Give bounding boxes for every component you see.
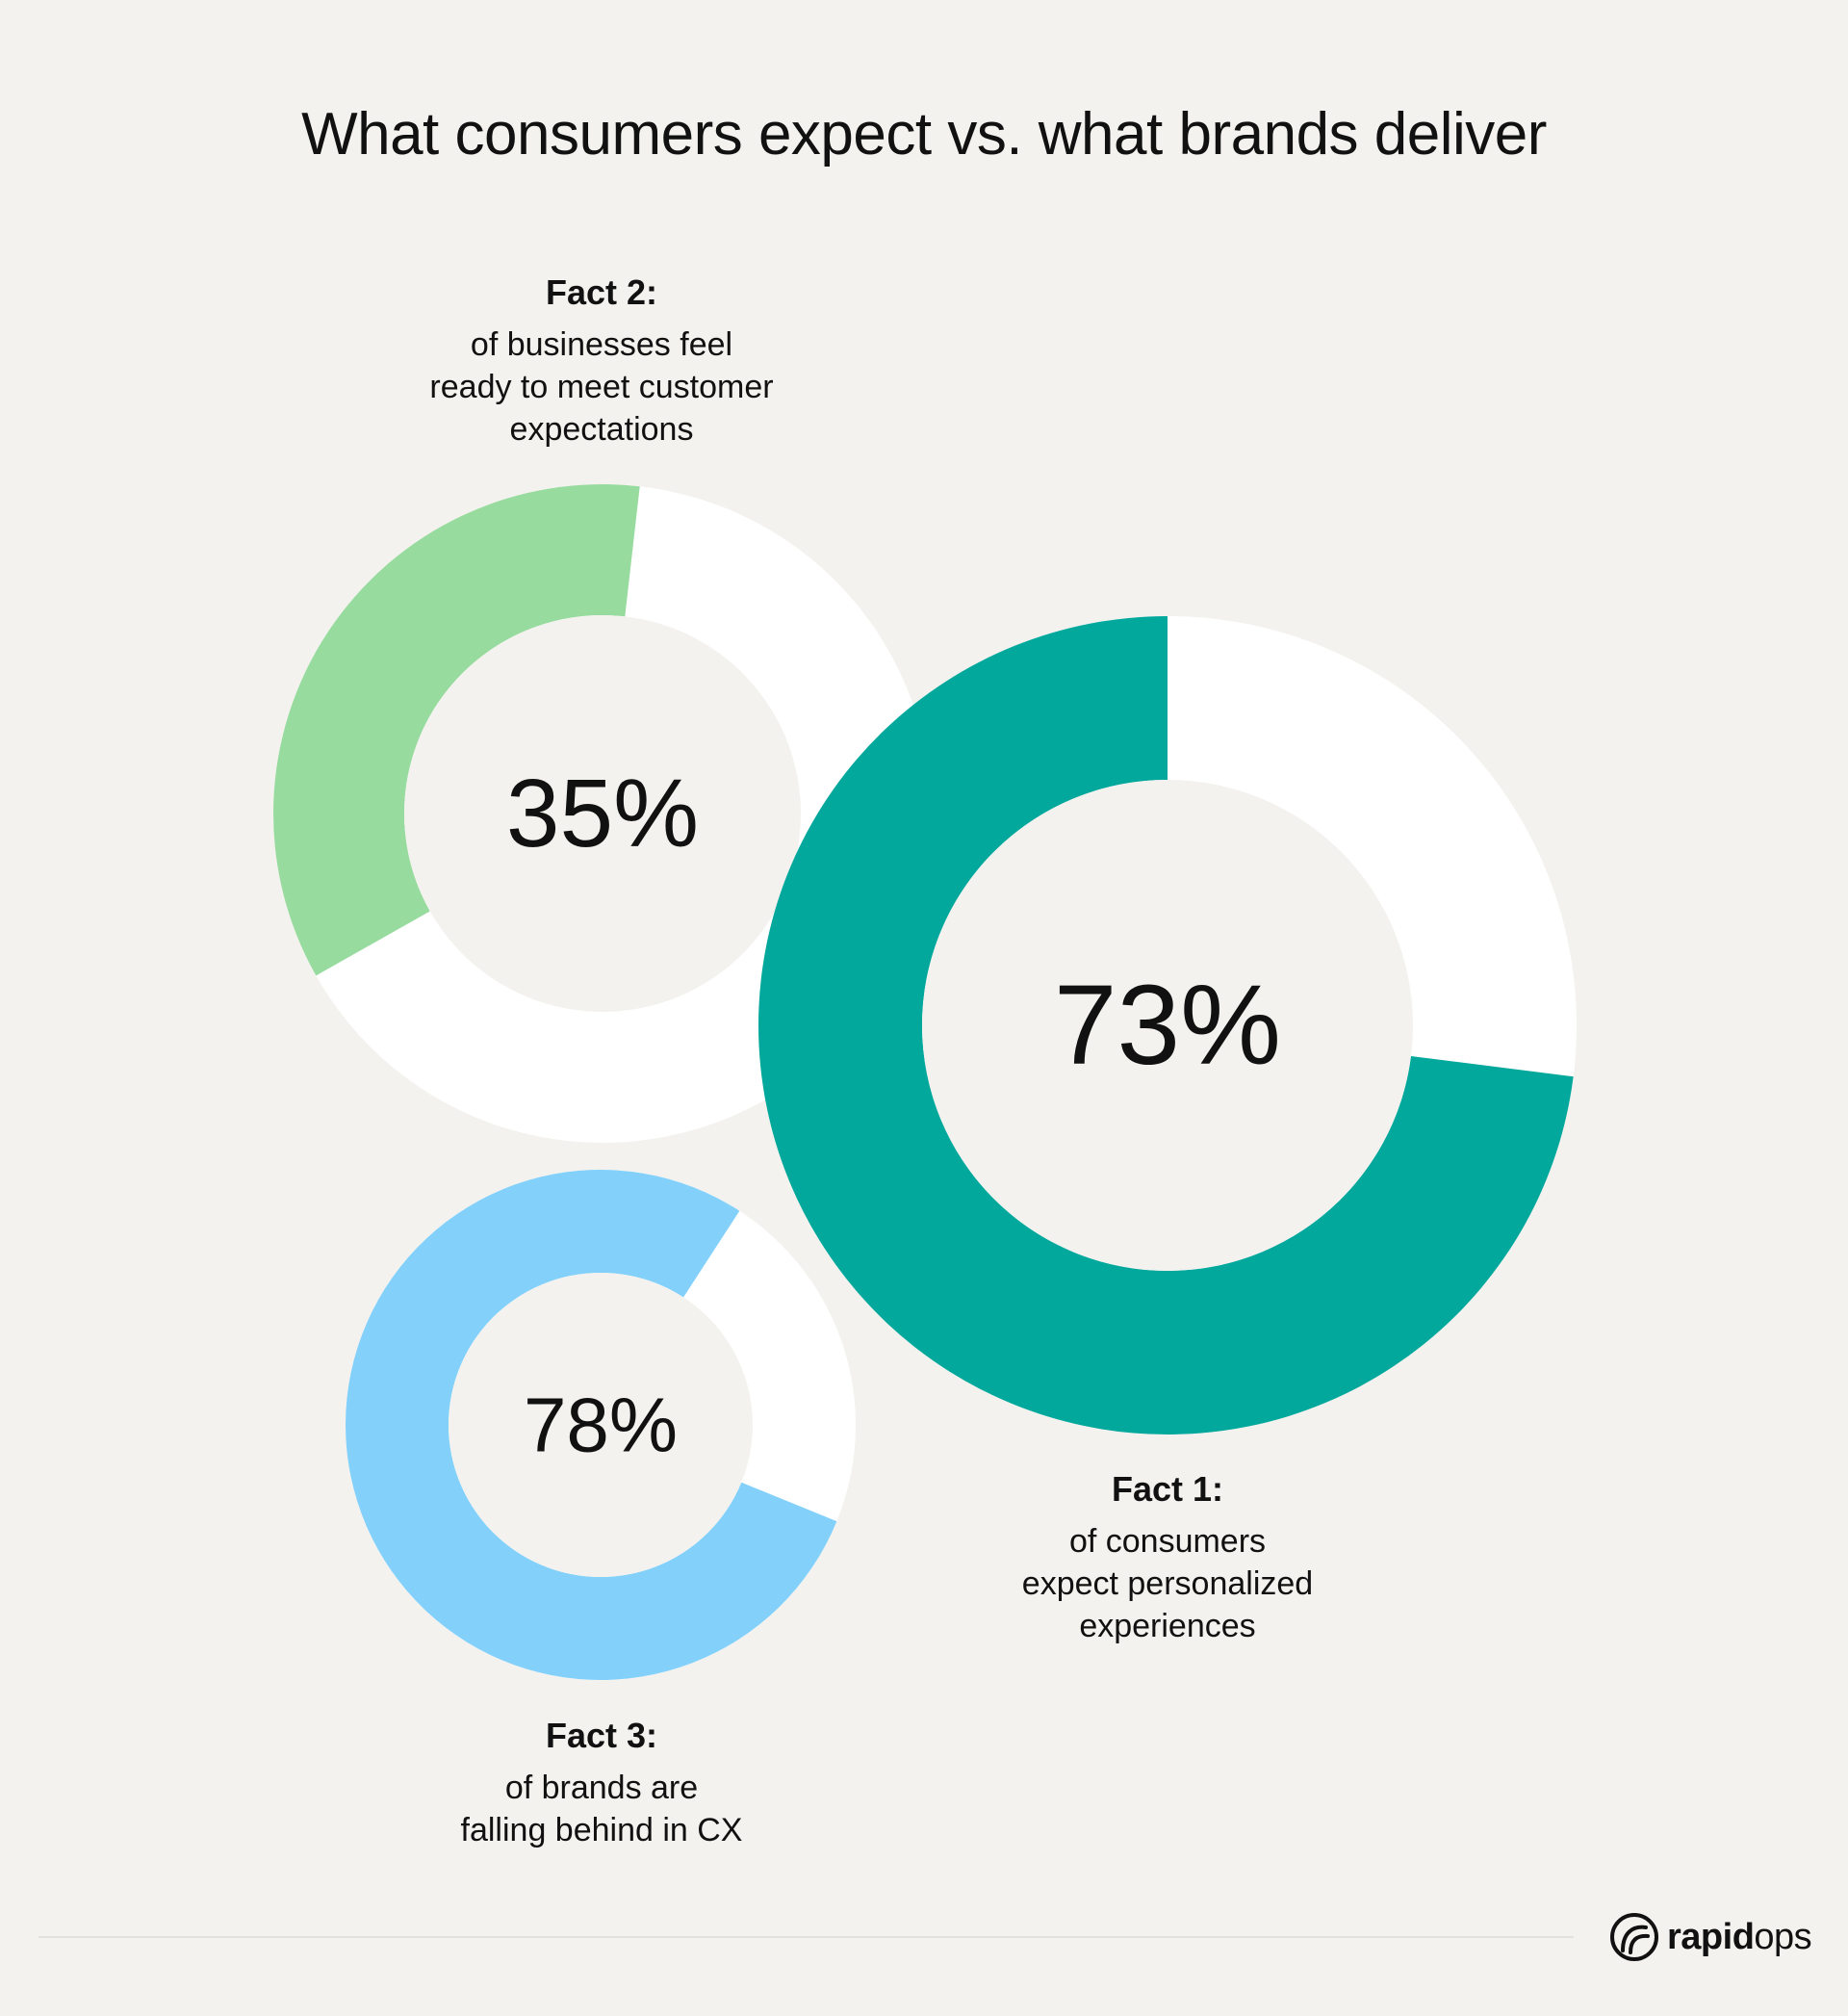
fact-3-description: of brands are falling behind in CX	[460, 1770, 743, 1848]
footer-divider	[38, 1936, 1574, 1938]
fact-3-title: Fact 3:	[545, 1716, 658, 1755]
fact-2-caption: Fact 2: of businesses feel ready to meet…	[361, 271, 842, 451]
fact-1-title: Fact 1:	[1111, 1469, 1224, 1509]
brand-logo: rapidops	[1609, 1911, 1812, 1963]
fact-2-center-label: 35%	[506, 760, 699, 867]
fact-1-description: of consumers expect personalized experie…	[1021, 1523, 1314, 1644]
brand-name-light: ops	[1754, 1916, 1812, 1957]
fact-2-title: Fact 2:	[545, 272, 658, 312]
fact-1-center-label: 73%	[1054, 962, 1281, 1089]
fact-1-donut: 73%	[758, 616, 1577, 1434]
fact-2-donut-hole	[404, 615, 801, 1012]
fact-2-donut-slice	[272, 483, 640, 976]
fact-3-center-label: 78%	[524, 1383, 678, 1468]
brand-name-bold: rapid	[1667, 1916, 1755, 1957]
fact-1-donut-slice	[758, 616, 1574, 1434]
fact-3-donut: 78%	[346, 1170, 856, 1681]
rapidops-logo-icon	[1610, 1913, 1658, 1961]
fact-1-donut-hole	[922, 780, 1413, 1271]
fact-3-caption: Fact 3: of brands are falling behind in …	[361, 1715, 842, 1851]
fact-3-donut-slice	[346, 1170, 837, 1681]
page-title: What consumers expect vs. what brands de…	[301, 101, 1547, 168]
fact-3-donut-hole	[449, 1273, 753, 1577]
fact-2-description: of businesses feel ready to meet custome…	[429, 326, 774, 448]
fact-1-caption: Fact 1: of consumers expect personalized…	[927, 1468, 1408, 1647]
brand-name: rapidops	[1667, 1916, 1812, 1958]
